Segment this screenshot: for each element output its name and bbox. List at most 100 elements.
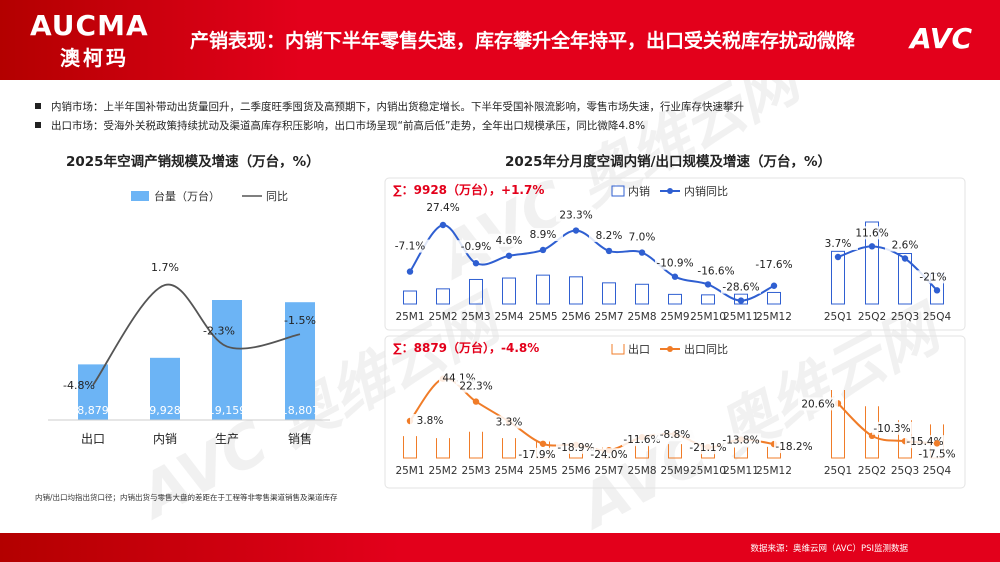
legend-swatch-bar — [611, 185, 625, 197]
legend-label-bar: 内销 — [628, 184, 650, 198]
bullet-domestic: 内销市场：上半年国补带动出货量回升，二季度旺季囤货及高预期下，内销出货稳定增长。… — [35, 98, 744, 117]
yoy-label: 23.3% — [559, 210, 592, 222]
yoy-label-bg — [589, 228, 629, 242]
volume-bar — [403, 290, 417, 305]
yoy-label: -0.9% — [461, 241, 491, 253]
panel-frame — [384, 335, 966, 489]
volume-bar — [150, 357, 180, 420]
footer-bar: 数据来源：奥维云网（AVC）PSI监测数据 — [0, 533, 1000, 562]
category-label: 25Q4 — [923, 311, 952, 323]
yoy-label: -18.9% — [557, 442, 594, 454]
yoy-label-bg — [517, 447, 557, 461]
yoy-label-bg — [885, 238, 925, 252]
yoy-label: -24.0% — [590, 449, 627, 461]
yoy-label: -13.8% — [722, 434, 759, 446]
volume-bar — [403, 436, 417, 459]
volume-bar — [436, 438, 450, 459]
right-chart-title: 2025年分月度空调内销/出口规模及增速（万台，%） — [505, 154, 832, 170]
yoy-label-bg — [589, 448, 629, 462]
yoy-marker — [671, 273, 679, 280]
volume-bar-label: 8,879 — [77, 404, 109, 417]
yoy-label-bg — [872, 421, 912, 435]
yoy-marker — [933, 287, 941, 294]
legend-marker-yoy — [667, 346, 673, 352]
yoy-marker — [406, 268, 414, 275]
category-label: 生产 — [215, 432, 239, 446]
yoy-label-bg — [721, 433, 761, 447]
legend-marker-yoy — [667, 188, 673, 194]
volume-bar — [436, 288, 450, 305]
yoy-label: 2.6% — [892, 239, 919, 251]
volume-bar — [668, 444, 682, 459]
yoy-label: -4.8% — [63, 379, 95, 392]
volume-bar — [569, 276, 583, 305]
yoy-label: 3.3% — [496, 417, 523, 429]
volume-bar — [602, 282, 616, 305]
footnote: 内销/出口均指出货口径；内销出货与零售大盘的差距在于工程等非零售渠道销售及渠道库… — [35, 493, 338, 502]
category-label: 25M11 — [723, 311, 759, 323]
volume-bar — [831, 250, 845, 305]
category-label: 25M9 — [660, 465, 689, 477]
yoy-label: 3.8% — [417, 415, 444, 427]
yoy-marker — [505, 252, 513, 259]
category-label: 25M5 — [528, 311, 557, 323]
category-label: 25Q4 — [923, 465, 952, 477]
yoy-label: 11.6% — [855, 227, 888, 239]
legend-label-volume: 台量（万台） — [154, 189, 220, 203]
bullet-text: 出口市场：受海外关税政策持续扰动及渠道高库存积压影响，出口市场呈现“前高后低”走… — [51, 120, 646, 132]
yoy-label-bg — [556, 440, 596, 454]
volume-bar-label: 19,159 — [208, 404, 247, 417]
volume-bar — [898, 253, 912, 305]
yoy-label: -7.1% — [395, 241, 425, 253]
category-label: 25M3 — [461, 311, 490, 323]
yoy-label-bg — [818, 237, 858, 251]
yoy-label-bg — [655, 428, 695, 442]
yoy-marker — [704, 281, 712, 288]
volume-bar — [865, 221, 879, 305]
yoy-marker — [539, 440, 547, 447]
volume-bar — [668, 293, 682, 305]
yoy-marker — [834, 253, 842, 261]
yoy-marker — [737, 297, 745, 304]
yoy-label-bg — [456, 379, 496, 393]
yoy-label: -28.6% — [722, 282, 759, 294]
legend-label-yoy: 内销同比 — [684, 184, 728, 198]
yoy-marker — [472, 398, 480, 405]
page-title: 产销表现：内销下半年零售失速，库存攀升全年持平，出口受关税库存扰动微降 — [190, 30, 856, 52]
volume-bar — [701, 294, 715, 305]
volume-bar — [831, 390, 845, 459]
yoy-label: -18.2% — [775, 441, 812, 453]
volume-bar — [635, 283, 649, 305]
category-label: 25M10 — [690, 465, 726, 477]
category-label: 25Q1 — [824, 311, 852, 323]
yoy-label-bg — [696, 264, 736, 278]
volume-bar — [285, 302, 315, 420]
panel-frame — [384, 177, 966, 331]
yoy-label: -21% — [919, 271, 946, 283]
yoy-label: 20.6% — [801, 398, 834, 410]
yoy-label: 27.4% — [426, 202, 459, 214]
yoy-label-bg — [913, 270, 953, 284]
yoy-line — [92, 283, 301, 386]
aucma-logo: AUCMA — [30, 9, 149, 42]
yoy-label-bg — [489, 233, 529, 247]
yoy-label: -11.6% — [623, 434, 660, 446]
yoy-label: -1.5% — [284, 314, 316, 327]
bullet-square-icon — [35, 103, 41, 109]
yoy-label-bg — [798, 397, 838, 411]
volume-bar — [767, 291, 781, 305]
category-label: 出口 — [81, 432, 105, 446]
legend-label-bar: 出口 — [628, 342, 650, 356]
category-label: 25M8 — [627, 311, 656, 323]
yoy-label: -17.9% — [518, 449, 555, 461]
yoy-label-bg — [754, 257, 794, 271]
yoy-marker — [638, 249, 646, 256]
category-label: 25M10 — [690, 311, 726, 323]
legend-label-yoy: 同比 — [266, 190, 288, 203]
yoy-label-bg — [917, 447, 957, 461]
legend-swatch-bar — [611, 344, 625, 355]
volume-bar — [502, 438, 516, 459]
yoy-label-bg — [489, 415, 529, 429]
category-label: 25M7 — [594, 465, 623, 477]
yoy-label: -10.9% — [656, 258, 693, 270]
